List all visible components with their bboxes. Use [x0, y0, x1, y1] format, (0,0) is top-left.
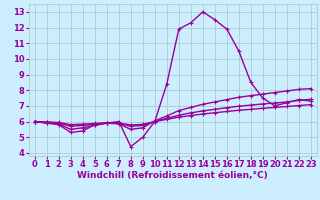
- X-axis label: Windchill (Refroidissement éolien,°C): Windchill (Refroidissement éolien,°C): [77, 171, 268, 180]
